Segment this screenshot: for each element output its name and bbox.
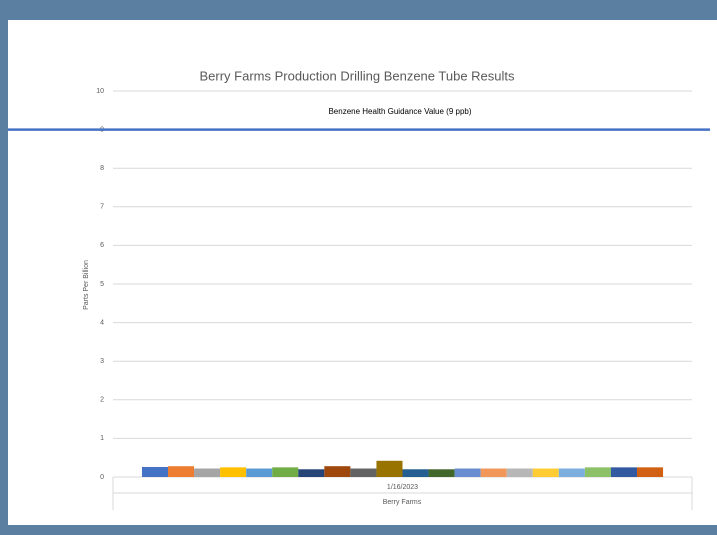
x-tick-label: 1/16/2023 xyxy=(387,484,418,491)
bar xyxy=(402,469,429,477)
bar xyxy=(558,468,585,477)
bar xyxy=(298,469,325,477)
bar xyxy=(350,468,377,477)
y-tick-label: 7 xyxy=(100,204,104,211)
y-tick-label: 2 xyxy=(100,397,104,404)
bar xyxy=(428,469,455,477)
bar xyxy=(584,467,611,477)
bar xyxy=(610,467,637,477)
bar xyxy=(532,468,559,477)
x-axis-title: Berry Farms xyxy=(383,499,422,506)
y-tick-label: 6 xyxy=(100,242,104,249)
bar xyxy=(246,468,273,477)
bar xyxy=(636,467,664,477)
chart-title: Berry Farms Production Drilling Benzene … xyxy=(199,68,515,83)
bar xyxy=(141,466,169,477)
y-tick-label: 8 xyxy=(100,165,104,172)
bar xyxy=(220,467,247,477)
bar xyxy=(272,467,299,477)
bar xyxy=(480,468,507,477)
bar xyxy=(168,466,195,477)
y-tick-label: 5 xyxy=(100,281,104,288)
bar xyxy=(454,468,481,477)
y-tick-label: 0 xyxy=(100,474,104,481)
y-tick-label: 10 xyxy=(96,88,104,95)
y-tick-label: 1 xyxy=(100,435,104,442)
bar xyxy=(324,466,351,477)
y-axis-title: Parts Per Billion xyxy=(83,260,90,310)
bar xyxy=(194,468,221,477)
y-tick-label: 4 xyxy=(100,319,104,326)
bar xyxy=(376,460,403,477)
bar xyxy=(506,468,533,477)
reference-label: Benzene Health Guidance Value (9 ppb) xyxy=(328,107,471,116)
chart-area xyxy=(8,20,717,525)
y-tick-label: 3 xyxy=(100,358,104,365)
